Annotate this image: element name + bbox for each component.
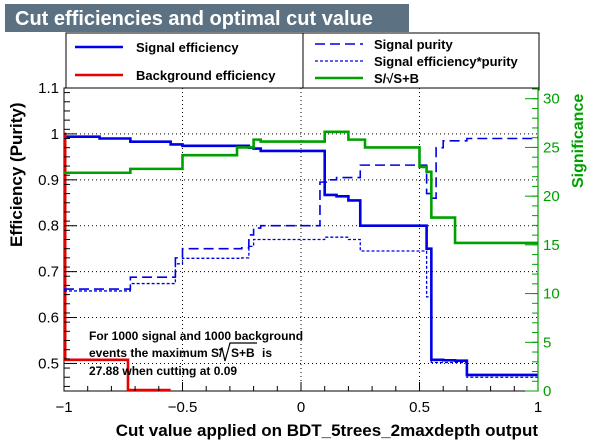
y2-tick-label: 0 xyxy=(543,383,551,400)
y-tick-label: 0.7 xyxy=(38,264,59,281)
axes: −1 −0.5 0 0.5 1 0.5 0.6 0.7 0.8 0.9 1 1.1 0 5 10 15 20 25… xyxy=(38,80,560,416)
legend-label: S/√S+B xyxy=(374,71,419,86)
annotation-line1: For 1000 signal and 1000 background xyxy=(89,329,303,343)
x-axis-label: Cut value applied on BDT_5trees_2maxdept… xyxy=(116,421,539,440)
y2-tick-label: 10 xyxy=(543,286,560,303)
legend-label: Signal efficiency*purity xyxy=(374,54,519,69)
y-tick-label: 1.1 xyxy=(38,80,59,97)
y-tick-label: 1 xyxy=(51,126,59,143)
series-line-signal-efficiency-purity xyxy=(64,236,538,378)
y-tick-label: 0.6 xyxy=(38,310,59,327)
title-box xyxy=(5,4,409,32)
y2-tick-label: 25 xyxy=(543,139,560,156)
annotation-line3: 27.88 when cutting at 0.09 xyxy=(89,364,237,378)
x-tick-label: −0.5 xyxy=(168,399,198,416)
y2-tick-label: 20 xyxy=(543,188,560,205)
legend-label: Signal purity xyxy=(374,37,454,52)
sqrt-symbol xyxy=(218,342,257,362)
x-tick-label: 1 xyxy=(534,399,542,416)
y2-axis-label: Significance xyxy=(570,94,587,188)
y-tick-label: 0.8 xyxy=(38,218,59,235)
y2-tick-label: 5 xyxy=(543,334,551,351)
x-tick-label: −1 xyxy=(55,399,72,416)
annotation-line2-prefix: events the maximum S/ xyxy=(89,346,223,360)
y-tick-label: 0.5 xyxy=(38,355,59,372)
chart-title: Cut efficiencies and optimal cut value xyxy=(15,8,373,30)
annotation-line2-suffix: is xyxy=(262,346,272,360)
legend-entries: Signal efficiency Background efficiency Si… xyxy=(75,37,519,86)
annotation-line2-sqrt: S+B xyxy=(231,346,255,360)
x-tick-label: 0.5 xyxy=(409,399,430,416)
series-line-signal-efficiency xyxy=(64,135,538,377)
y-tick-label: 0.9 xyxy=(38,172,59,189)
legend-label: Signal efficiency xyxy=(136,40,239,55)
series-line-signal-purity xyxy=(64,136,538,290)
x-tick-label: 0 xyxy=(297,399,305,416)
y2-tick-label: 15 xyxy=(543,237,560,254)
y-axis-label: Efficiency (Purity) xyxy=(7,102,26,247)
y2-tick-label: 30 xyxy=(543,91,560,108)
series-line-s-s-b xyxy=(64,130,538,245)
legend-label: Background efficiency xyxy=(136,68,276,83)
